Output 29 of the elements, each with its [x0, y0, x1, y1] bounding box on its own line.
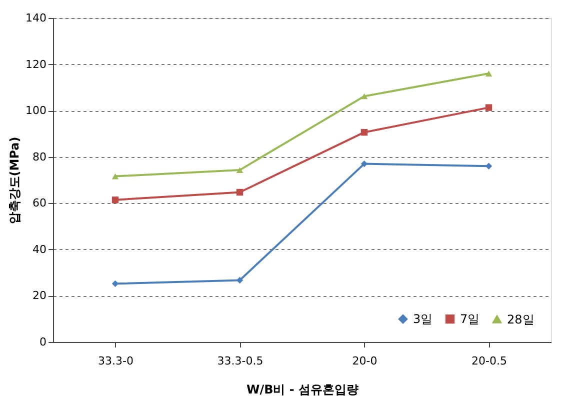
point	[236, 188, 244, 196]
x-tick-label: 33.3-0	[98, 354, 134, 368]
point	[236, 276, 244, 284]
legend-label: 7일	[460, 312, 480, 326]
x-tick-label: 20-0.5	[472, 354, 507, 368]
point	[112, 173, 119, 180]
legend-label: 3일	[413, 312, 433, 326]
point	[485, 104, 492, 111]
y-tick-label: 140	[26, 12, 46, 24]
point	[236, 167, 244, 173]
x-tick-label: 33.3-0.5	[217, 354, 264, 368]
y-tick-label: 100	[26, 104, 46, 118]
point	[360, 93, 368, 100]
point	[485, 70, 492, 76]
point	[485, 162, 492, 170]
y-axis-title: 압축강도(MPa)	[8, 136, 22, 224]
point	[112, 196, 119, 204]
point	[360, 160, 368, 168]
y-tick-label: 40	[32, 242, 46, 256]
point	[112, 280, 119, 288]
legend-label: 28일	[507, 312, 534, 326]
y-tick-label: 80	[32, 150, 46, 164]
y-tick-label: 120	[26, 58, 46, 71]
x-tick-label: 20-0	[352, 354, 378, 368]
point	[360, 128, 368, 136]
y-tick-label: 0	[40, 336, 46, 348]
x-axis-title: W/B비 - 섬유혼입량	[246, 382, 359, 396]
y-tick-label: 60	[32, 196, 46, 210]
y-tick-label: 20	[32, 289, 46, 302]
